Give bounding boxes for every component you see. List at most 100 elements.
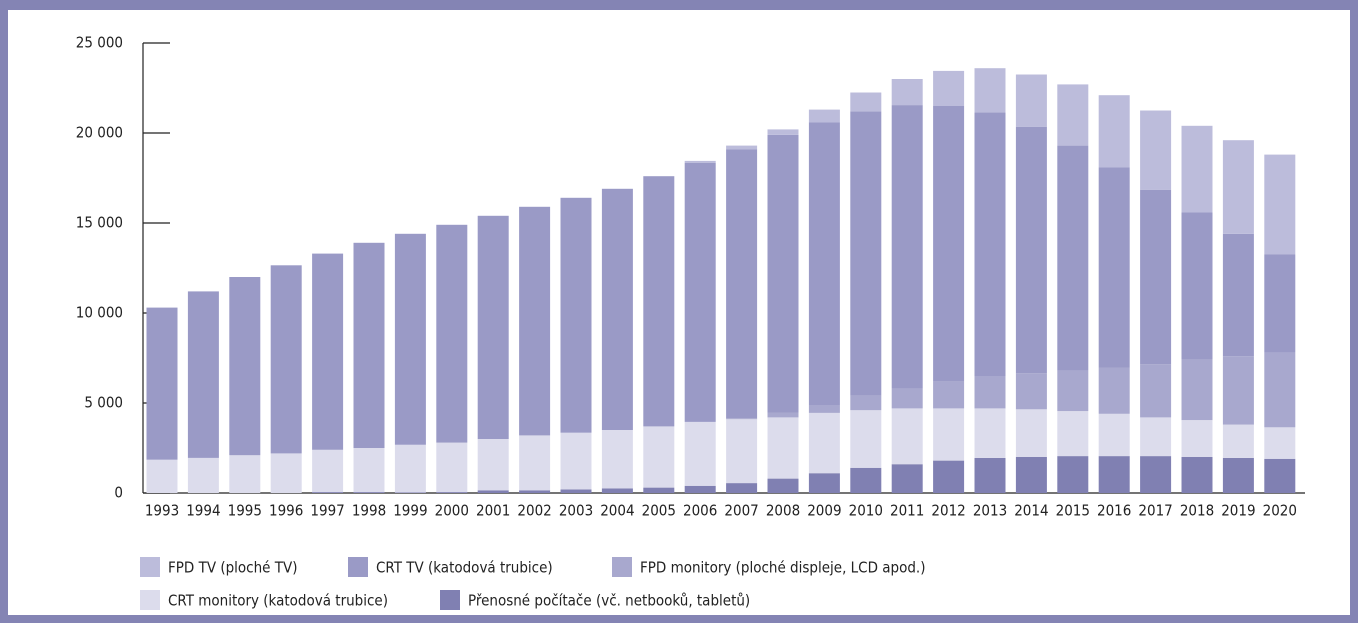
bar-segment: [519, 435, 551, 491]
legend-swatch: [348, 557, 368, 577]
bar-segment: [1181, 125, 1213, 213]
legend-label: CRT monitory (katodová trubice): [168, 592, 388, 610]
legend-swatch: [440, 590, 460, 610]
bar-segment: [808, 412, 840, 474]
bar-segment: [891, 79, 923, 106]
x-tick-label: 1996: [269, 502, 303, 520]
bar-segment: [229, 455, 261, 493]
x-tick-label: 2002: [517, 502, 551, 520]
bar-segment: [187, 291, 219, 458]
x-tick-label: 2010: [849, 502, 883, 520]
bar-segment: [643, 426, 675, 488]
bar-segment: [1222, 457, 1254, 493]
bar-segment: [891, 464, 923, 493]
x-tick-label: 2005: [642, 502, 676, 520]
bar-segment: [1222, 233, 1254, 357]
y-tick-label: 10 000: [76, 304, 123, 322]
bar-segment: [1140, 110, 1172, 190]
bar-segment: [187, 457, 219, 493]
bar-segment: [519, 206, 551, 436]
bar-segment: [394, 444, 426, 493]
bar-segment: [270, 453, 302, 493]
bar-segment: [560, 197, 592, 433]
bar-segment: [808, 109, 840, 123]
x-tick-label: 1998: [352, 502, 386, 520]
bar-segment: [974, 112, 1006, 377]
x-tick-label: 2000: [435, 502, 469, 520]
bar-segment: [643, 487, 675, 493]
bar-segment: [1098, 367, 1130, 414]
bar-segment: [312, 492, 344, 493]
legend-label: CRT TV (katodová trubice): [376, 559, 553, 577]
bar-segment: [684, 485, 716, 493]
x-tick-label: 2015: [1056, 502, 1090, 520]
bar-segment: [270, 265, 302, 454]
bar-segment: [1015, 74, 1047, 127]
bar-segment: [436, 442, 468, 493]
bar-segment: [1098, 456, 1130, 493]
bar-segment: [767, 412, 799, 418]
bar-segment: [974, 68, 1006, 113]
bar-segment: [394, 233, 426, 445]
y-tick-label: 15 000: [76, 214, 123, 232]
bar-segment: [684, 162, 716, 422]
bar-segment: [1140, 456, 1172, 493]
bar-segment: [1264, 254, 1296, 353]
y-tick-label: 20 000: [76, 124, 123, 142]
bar-segment: [1222, 424, 1254, 458]
legend-label: FPD TV (ploché TV): [168, 559, 297, 577]
bar-segment: [1140, 417, 1172, 457]
x-tick-label: 2001: [476, 502, 510, 520]
bar-segment: [1015, 409, 1047, 457]
bar-segment: [560, 489, 592, 493]
bar-segment: [1015, 457, 1047, 493]
bar-segment: [312, 253, 344, 450]
bar-segment: [146, 459, 178, 493]
bar-segment: [1264, 352, 1296, 428]
bar-segment: [684, 160, 716, 163]
x-tick-label: 2008: [766, 502, 800, 520]
bar-segment: [933, 106, 965, 382]
bar-segment: [1015, 373, 1047, 410]
y-tick-label: 25 000: [76, 34, 123, 52]
bar-segment: [726, 418, 758, 420]
x-tick-label: 1994: [186, 502, 220, 520]
bar-segment: [1057, 370, 1089, 412]
bar-segment: [1057, 84, 1089, 146]
bar-segment: [477, 439, 509, 491]
bar-segment: [394, 492, 426, 493]
bar-segment: [850, 410, 882, 468]
bar-segment: [353, 242, 385, 448]
x-tick-label: 1993: [145, 502, 179, 520]
legend-label: FPD monitory (ploché displeje, LCD apod.…: [640, 559, 925, 577]
bar-segment: [436, 224, 468, 443]
bar-segment: [891, 105, 923, 389]
x-tick-label: 1997: [310, 502, 344, 520]
bar-segment: [1140, 364, 1172, 418]
bar-segment: [767, 129, 799, 135]
bar-segment: [1264, 427, 1296, 459]
x-tick-label: 2003: [559, 502, 593, 520]
x-tick-label: 2018: [1180, 502, 1214, 520]
x-tick-label: 2011: [890, 502, 924, 520]
bar-segment: [726, 419, 758, 484]
x-tick-label: 2019: [1221, 502, 1255, 520]
bar-segment: [850, 467, 882, 493]
x-tick-label: 2007: [724, 502, 758, 520]
bar-segment: [353, 448, 385, 493]
bar-segment: [229, 277, 261, 456]
bar-segment: [1222, 356, 1254, 425]
chart: 0 5 000 10 000 15 000 20 000 25 000 1993 1994 19…: [76, 34, 1305, 610]
bar-segment: [1181, 420, 1213, 457]
bar-segment: [601, 488, 633, 493]
legend-swatch: [140, 590, 160, 610]
legend-swatch: [612, 557, 632, 577]
bar-segment: [1098, 167, 1130, 368]
bar-segment: [1057, 411, 1089, 457]
bar-segment: [1057, 145, 1089, 371]
bar-segment: [1181, 359, 1213, 421]
x-tick-label: 2017: [1138, 502, 1172, 520]
bar-segment: [1264, 154, 1296, 255]
bar-segment: [1057, 456, 1089, 493]
x-tick-label: 2012: [931, 502, 965, 520]
